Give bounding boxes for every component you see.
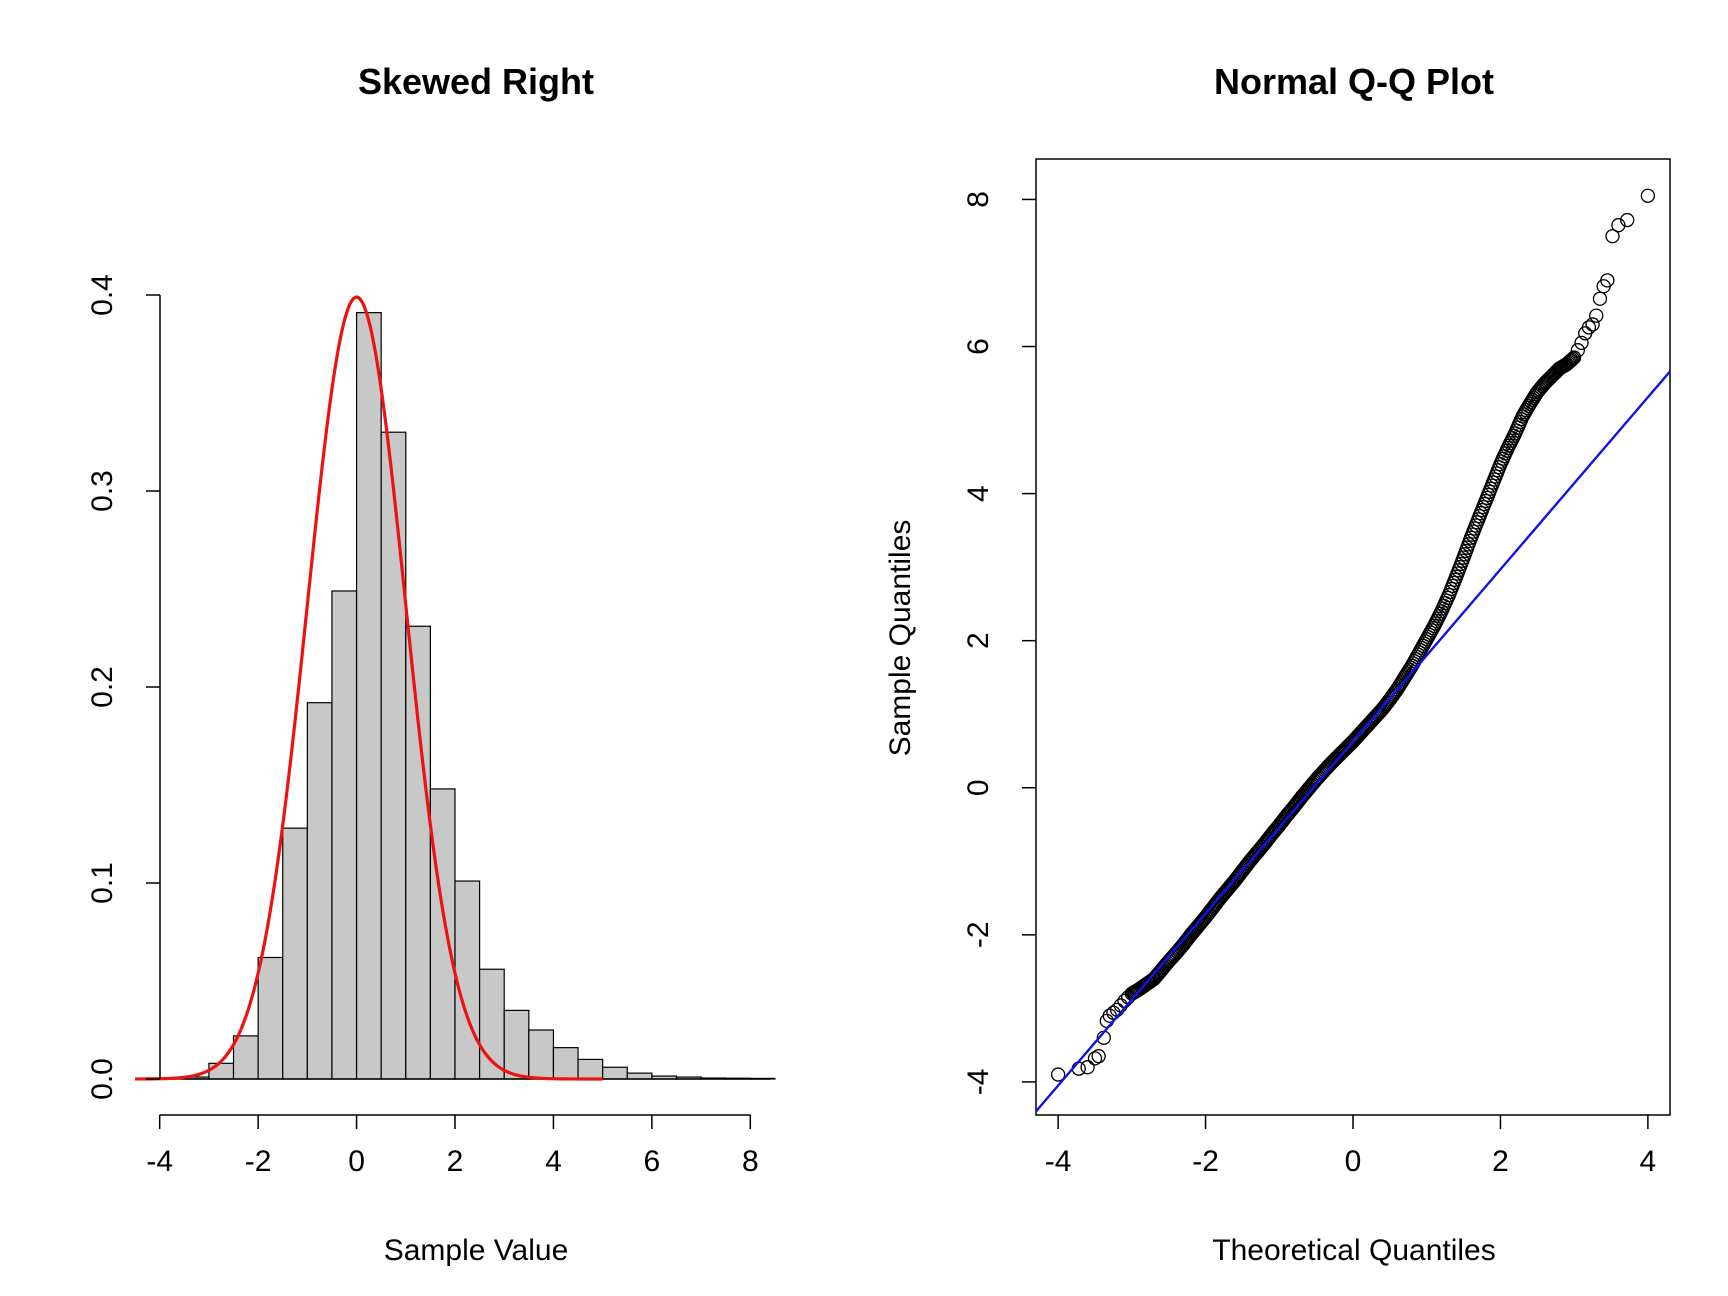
qq-plot-panel: Normal Q-Q Plot Theoretical Quantiles Sa… — [884, 61, 1671, 1267]
qq-point — [1567, 350, 1582, 365]
qq-x-tick-label: -4 — [1045, 1145, 1072, 1178]
histogram-x-axis: -4 -2 0 2 4 6 8 — [146, 1114, 759, 1178]
qq-x-tick-label: 2 — [1492, 1145, 1509, 1178]
histogram-bar — [355, 312, 382, 1080]
qq-plot-title: Normal Q-Q Plot — [1214, 61, 1494, 102]
normal-density-curve — [135, 295, 603, 1081]
qq-point — [1087, 1051, 1103, 1066]
histogram-bar — [528, 1029, 555, 1080]
qq-reference-line — [1035, 370, 1671, 1113]
qq-plot-x-axis-label: Theoretical Quantiles — [1212, 1234, 1495, 1267]
qq-point — [1091, 1049, 1106, 1064]
histogram-bar — [232, 1035, 259, 1080]
qq-point — [1563, 353, 1578, 369]
histogram-y-tick-label: 0.3 — [86, 470, 119, 512]
qq-point — [1611, 218, 1626, 233]
qq-y-tick-label: 6 — [962, 338, 995, 355]
qq-point — [1605, 229, 1620, 244]
histogram-bar — [380, 431, 407, 1080]
qq-point — [1581, 320, 1597, 335]
qq-y-tick-label: 0 — [962, 779, 995, 796]
histogram-bar — [503, 1009, 530, 1080]
qq-y-tick-label: -2 — [962, 921, 995, 948]
qq-points — [1050, 188, 1656, 1082]
qq-x-tick-label: 4 — [1640, 1145, 1657, 1178]
histogram-bar — [454, 880, 481, 1080]
histogram-x-tick-label: 4 — [545, 1145, 562, 1178]
histogram-y-tick-label: 0.1 — [86, 862, 119, 904]
qq-point — [1574, 335, 1589, 351]
histogram-x-tick-label: 2 — [447, 1145, 464, 1178]
qq-point — [1620, 212, 1635, 228]
histogram-y-tick-label: 0.0 — [86, 1058, 119, 1100]
qq-y-tick-label: -4 — [962, 1069, 995, 1096]
qq-point — [1071, 1061, 1086, 1076]
histogram-x-tick-label: 0 — [348, 1145, 365, 1178]
histogram-bar — [552, 1047, 579, 1080]
histogram-x-tick-label: 8 — [742, 1145, 759, 1178]
qq-point — [1589, 308, 1604, 323]
histogram-bar — [331, 590, 358, 1080]
histogram-x-tick-label: -2 — [245, 1145, 272, 1178]
qq-point — [1600, 273, 1615, 288]
histogram-bar — [429, 788, 456, 1080]
qq-point — [1562, 354, 1577, 370]
histogram-x-tick-label: 6 — [644, 1145, 661, 1178]
qq-point — [1592, 291, 1608, 306]
histogram-bar — [405, 625, 431, 1080]
histogram-bars — [140, 312, 776, 1080]
qq-x-tick-label: -2 — [1192, 1145, 1219, 1178]
qq-plot-y-axis: -4 -2 0 2 4 6 8 — [962, 191, 1036, 1095]
qq-y-tick-label: 2 — [962, 632, 995, 649]
histogram-bar — [306, 702, 333, 1080]
histogram-bar — [208, 1062, 235, 1080]
qq-point — [1050, 1067, 1066, 1082]
histogram-y-tick-label: 0.2 — [86, 666, 119, 708]
histogram-title: Skewed Right — [358, 61, 594, 102]
qq-plot-y-axis-label: Sample Quantiles — [884, 520, 917, 757]
qq-point — [1565, 351, 1581, 366]
qq-plot-x-axis: -4 -2 0 2 4 — [1045, 1115, 1656, 1178]
histogram-bar — [257, 956, 284, 1080]
qq-point — [1080, 1060, 1095, 1075]
histogram-x-tick-label: -4 — [146, 1145, 173, 1178]
qq-x-tick-label: 0 — [1345, 1145, 1362, 1178]
qq-plot-frame — [1035, 158, 1671, 1116]
histogram-bar — [577, 1058, 604, 1080]
histogram-panel: Skewed Right Sample Value -4 -2 0 2 4 6 8 0.00… — [86, 61, 776, 1267]
histogram-bar — [282, 827, 308, 1080]
qq-point — [1640, 188, 1656, 203]
histogram-x-axis-label: Sample Value — [384, 1234, 569, 1267]
qq-point — [1570, 343, 1585, 358]
histogram-bar — [626, 1072, 653, 1080]
histogram-bar — [602, 1066, 628, 1080]
qq-y-tick-label: 4 — [962, 485, 995, 502]
histogram-y-tick-label: 0.4 — [86, 274, 119, 316]
histogram-y-axis: 0.0 0.1 0.2 0.3 0.4 — [86, 274, 161, 1100]
qq-y-tick-label: 8 — [962, 191, 995, 208]
qq-point — [1585, 317, 1600, 332]
